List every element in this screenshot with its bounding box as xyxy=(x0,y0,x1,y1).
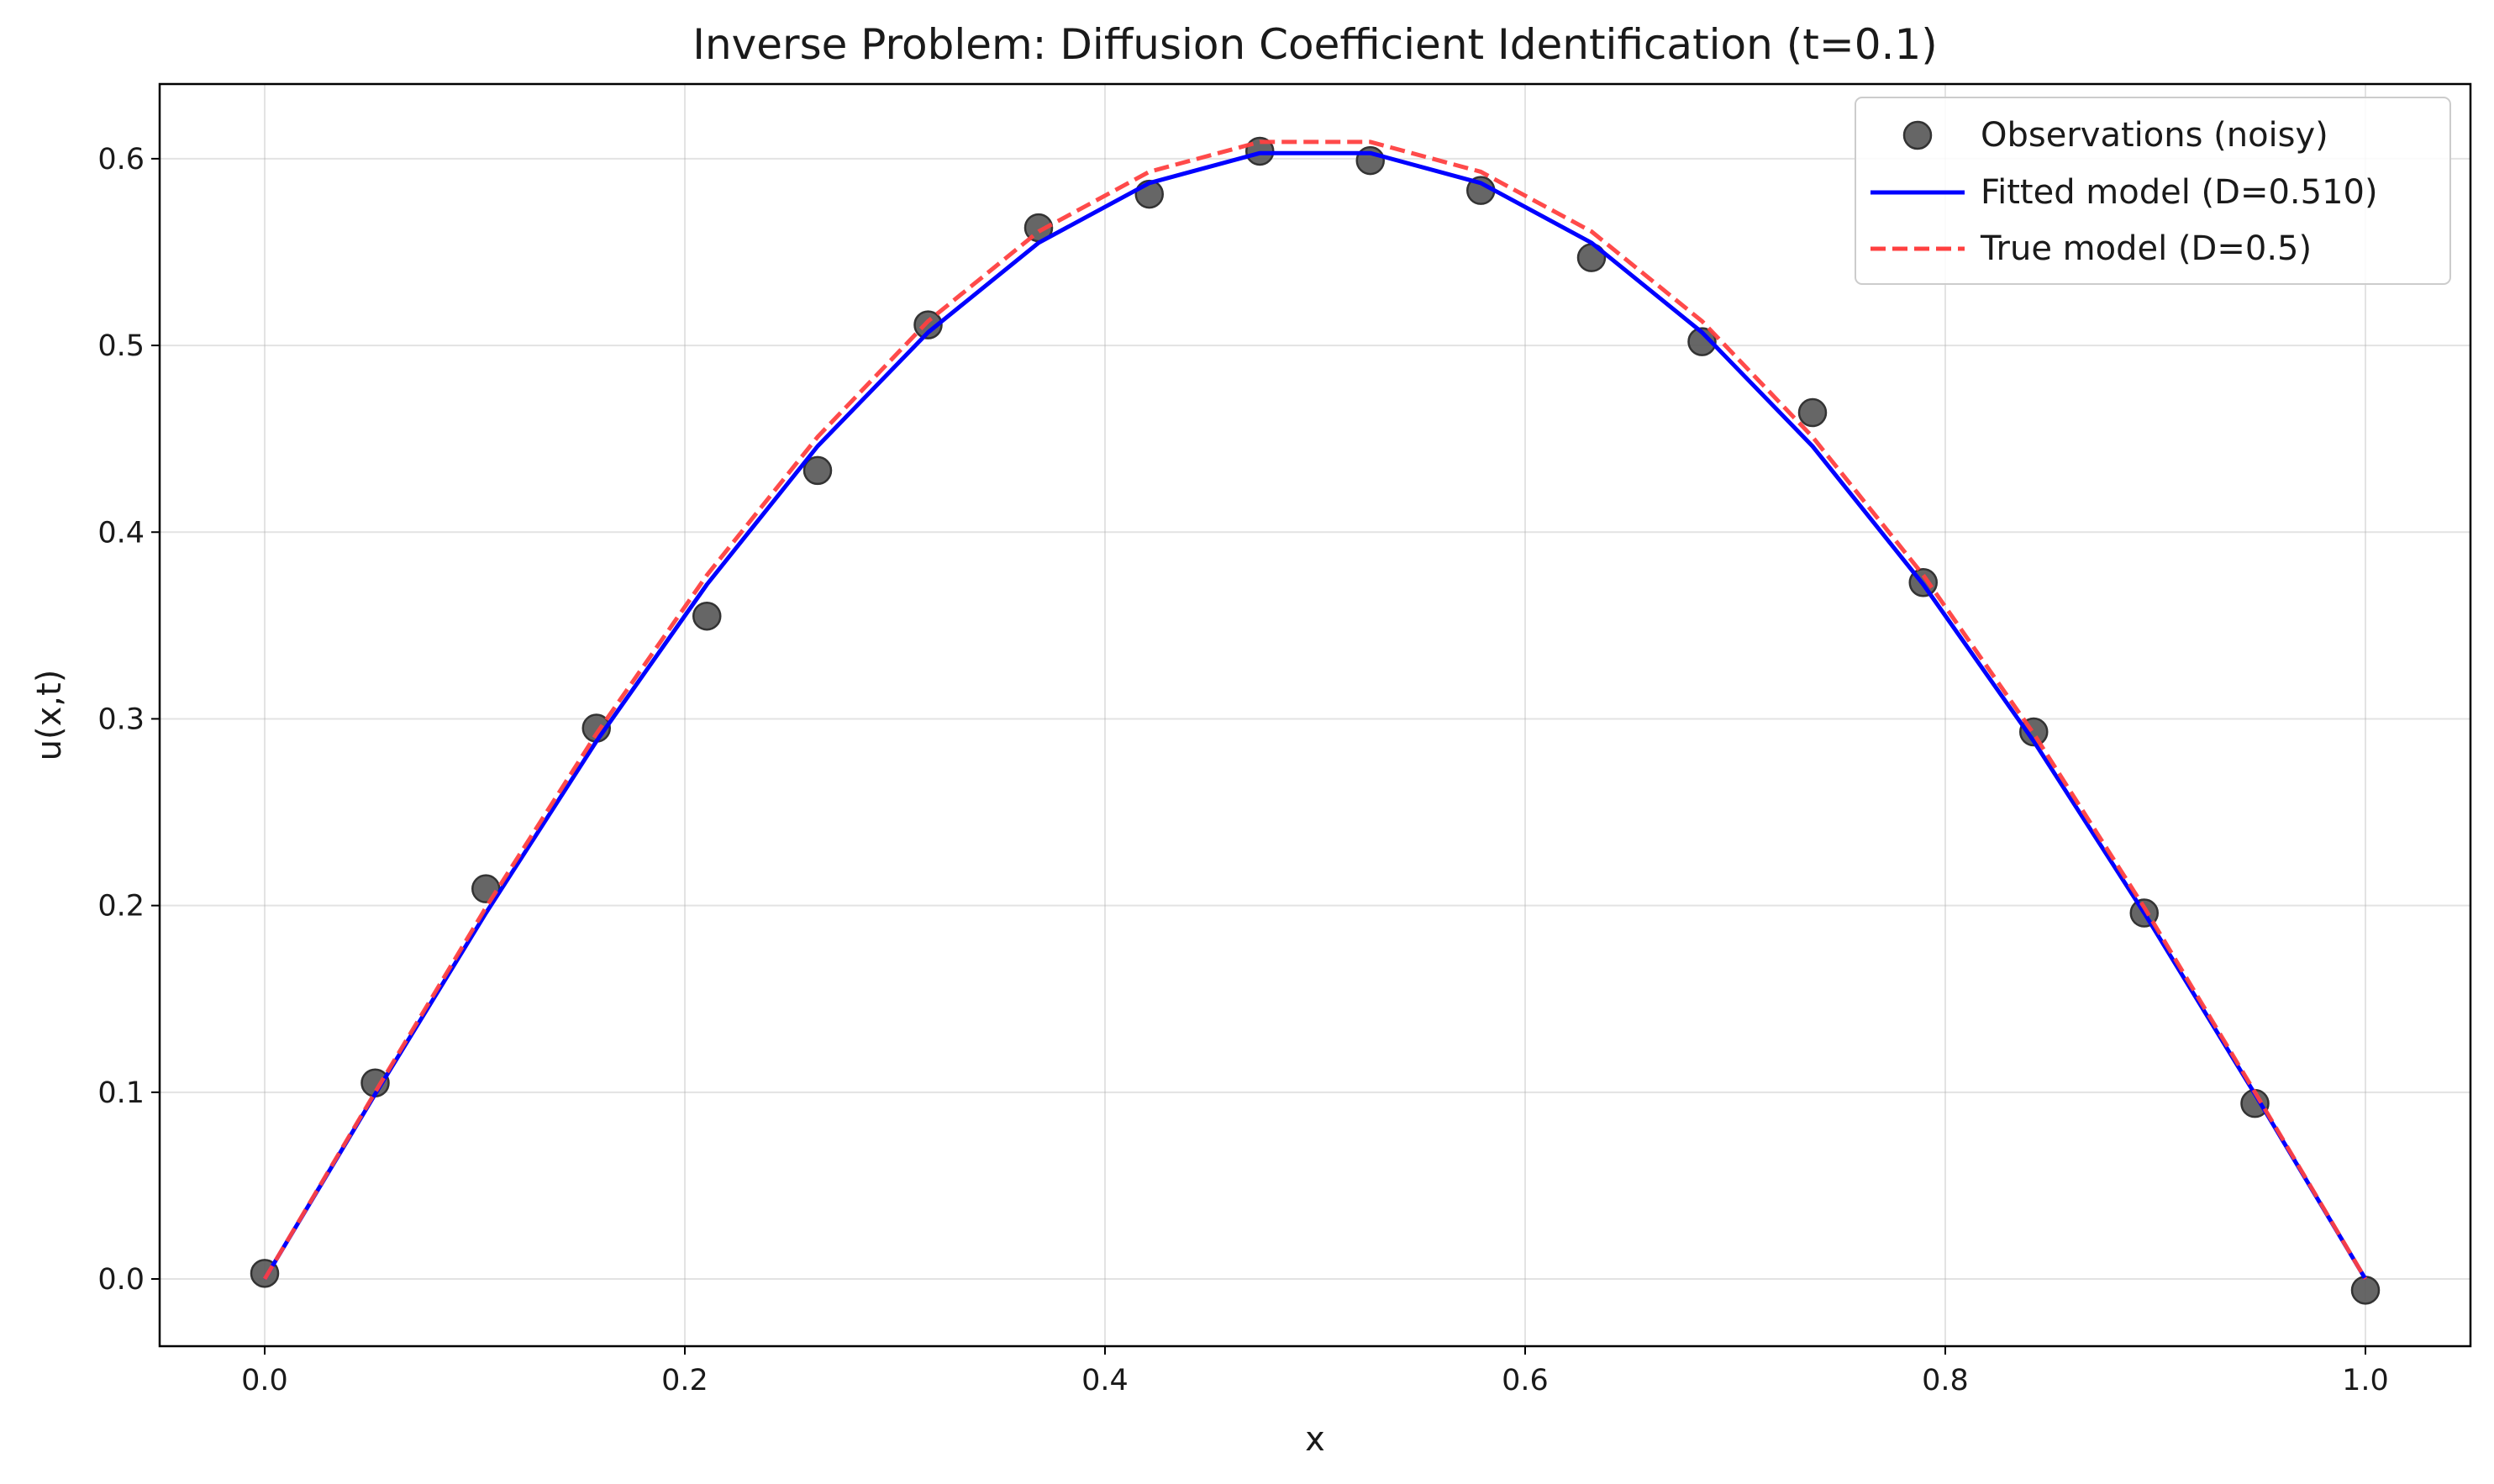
legend-box xyxy=(1855,97,2451,285)
legend: Observations (noisy) Fitted model (D=0.5… xyxy=(1855,97,2451,285)
fitted-model-line xyxy=(262,150,2368,1281)
observation-point xyxy=(692,601,722,631)
x-tick-label: 0.4 xyxy=(1081,1364,1129,1397)
y-tick-label: 0.3 xyxy=(97,703,145,736)
y-tick-label: 0.4 xyxy=(97,516,145,550)
grid xyxy=(160,84,2470,1346)
y-tick-label: 0.2 xyxy=(97,890,145,924)
x-axis-label: x xyxy=(1305,1420,1325,1459)
x-tick-label: 0.8 xyxy=(1922,1364,1969,1397)
legend-marker-observations xyxy=(1902,120,1933,150)
x-tick-label: 0.2 xyxy=(661,1364,708,1397)
chart-title: Inverse Problem: Diffusion Coefficient I… xyxy=(692,20,1938,69)
x-tick-label: 1.0 xyxy=(2342,1364,2389,1397)
x-tick-label: 0.0 xyxy=(241,1364,288,1397)
observation-point xyxy=(802,455,833,486)
legend-label-true: True model (D=0.5) xyxy=(1980,229,2312,268)
y-axis-label: u(x,t) xyxy=(30,670,69,761)
plot-frame xyxy=(158,82,2472,1348)
y-axis-ticks: 0.0 0.1 0.2 0.3 0.4 0.5 0.6 xyxy=(97,143,160,1297)
y-tick-label: 0.1 xyxy=(97,1076,145,1110)
observation-point xyxy=(913,310,943,339)
x-tick-label: 0.6 xyxy=(1502,1364,1549,1397)
true-model-line xyxy=(262,139,2368,1281)
x-axis-ticks: 0.0 0.2 0.4 0.6 0.8 1.0 xyxy=(241,1346,2389,1397)
observation-point xyxy=(1797,397,1828,428)
y-tick-label: 0.6 xyxy=(97,143,145,176)
observation-point xyxy=(1687,327,1717,356)
plot-series xyxy=(250,136,2381,1305)
y-tick-label: 0.0 xyxy=(97,1263,145,1297)
observation-point xyxy=(2350,1276,2381,1305)
legend-label-observations: Observations (noisy) xyxy=(1981,116,2328,155)
y-tick-label: 0.5 xyxy=(97,329,145,363)
legend-label-fitted: Fitted model (D=0.510) xyxy=(1981,173,2378,212)
